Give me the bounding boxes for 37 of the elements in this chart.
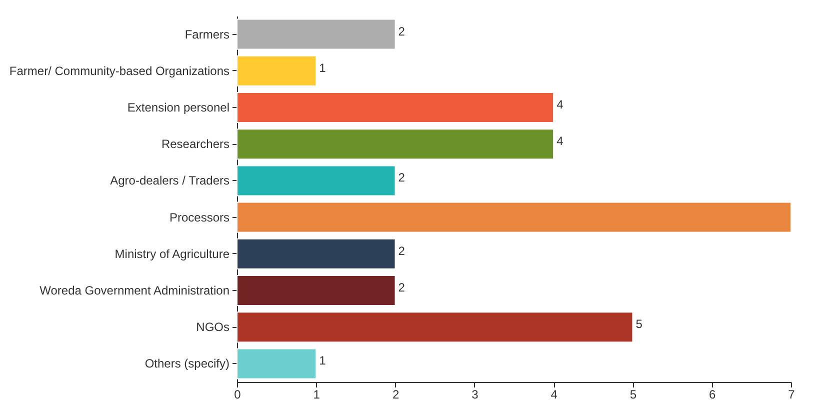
x-tick-label: 3 <box>472 388 479 402</box>
y-tick-label: Researchers <box>161 137 230 152</box>
data-label: 1 <box>319 60 326 75</box>
x-tick-label: 7 <box>788 388 796 402</box>
data-label: 5 <box>636 317 643 332</box>
bar <box>236 312 634 343</box>
y-tick-label: Woreda Government Administration <box>40 284 230 298</box>
bar <box>236 274 396 306</box>
data-label: 2 <box>398 244 406 258</box>
data-label: 2 <box>398 170 406 185</box>
data-label: 2 <box>398 280 406 294</box>
y-tick-label: Farmer/ Community-based Organizations <box>9 64 230 78</box>
data-label: 4 <box>556 134 564 148</box>
bar <box>236 55 317 86</box>
y-tick-label: Farmers <box>184 27 230 42</box>
bar <box>236 202 792 233</box>
x-tick-label: 5 <box>630 388 637 402</box>
y-tick-label: NGOs <box>196 320 230 334</box>
bar <box>236 348 317 380</box>
bar <box>236 165 396 196</box>
data-label: 4 <box>556 98 564 112</box>
x-tick-label: 4 <box>550 388 558 402</box>
x-tick-label: 2 <box>392 388 400 402</box>
y-tick-label: Extension personel <box>127 100 230 114</box>
y-tick-label: Processors <box>169 210 230 224</box>
bar <box>236 238 396 270</box>
x-tick-label: 1 <box>313 388 320 402</box>
data-label: 2 <box>398 24 406 38</box>
x-tick-label: 6 <box>709 388 716 402</box>
y-tick-label: Ministry of Agriculture <box>114 246 230 261</box>
y-tick-label: Agro-dealers / Traders <box>110 174 230 188</box>
bar <box>236 18 396 50</box>
y-tick-label: Others (specify) <box>144 356 230 371</box>
bar <box>236 128 554 160</box>
x-tick-label: 0 <box>234 388 242 402</box>
bar <box>236 92 554 124</box>
data-label: 1 <box>319 354 326 368</box>
